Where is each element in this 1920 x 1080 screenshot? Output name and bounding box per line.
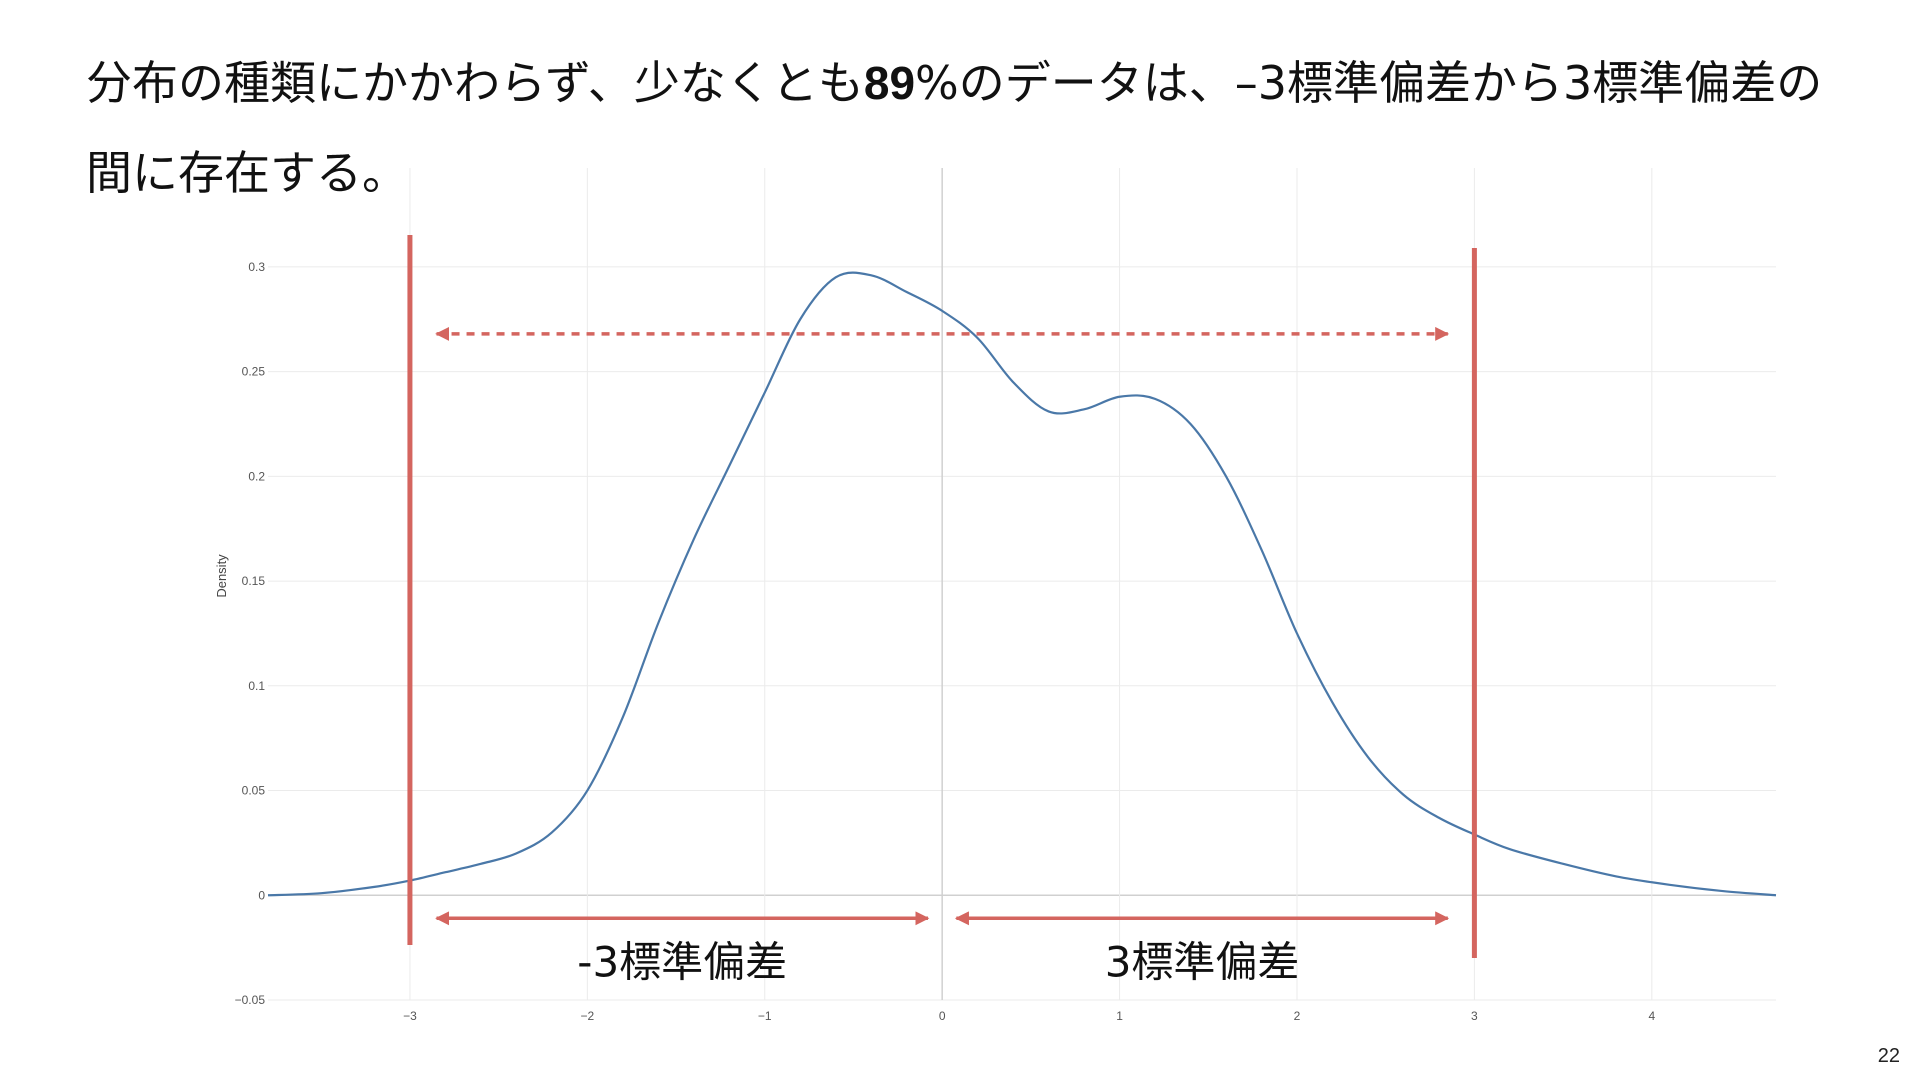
y-tick-label: 0 bbox=[258, 888, 265, 902]
x-tick-label: −2 bbox=[580, 1009, 594, 1023]
title-bold-number: 89 bbox=[863, 57, 916, 109]
x-tick-label: −3 bbox=[403, 1009, 417, 1023]
x-tick-label: 3 bbox=[1471, 1009, 1478, 1023]
y-tick-label: −0.05 bbox=[235, 993, 266, 1007]
title-text-after: %のデータは、–3標準偏差から3標準偏差の間に存在する。 bbox=[86, 56, 1823, 200]
y-tick-label: 0.2 bbox=[248, 469, 265, 483]
y-axis-title: Density bbox=[214, 554, 229, 598]
title-text-before: 分布の種類にかかわらず、少なくとも bbox=[86, 56, 864, 110]
y-tick-label: 0.25 bbox=[242, 365, 266, 379]
curve-layer bbox=[267, 271, 1777, 897]
tick-labels: −0.05 0 0.05 0.1 0.15 0.2 0.25 0.3 −3 −2 −1 0 1 2 3 4 bbox=[235, 260, 1656, 1023]
right-range-label: 3標準偏差 bbox=[1105, 937, 1300, 986]
y-tick-label: 0.05 bbox=[242, 784, 266, 798]
left-range-label: -3標準偏差 bbox=[577, 937, 787, 986]
x-tick-label: 2 bbox=[1294, 1009, 1301, 1023]
slide-title: 分布の種類にかかわらず、少なくとも89%のデータは、–3標準偏差から3標準偏差の… bbox=[86, 38, 1866, 218]
x-tick-label: 0 bbox=[939, 1009, 946, 1023]
page-number: 22 bbox=[1877, 1045, 1900, 1067]
y-tick-label: 0.3 bbox=[248, 260, 265, 274]
annotation-layer: -3標準偏差 3標準偏差 bbox=[407, 235, 1477, 986]
y-tick-label: 0.15 bbox=[242, 574, 266, 588]
x-tick-label: 1 bbox=[1116, 1009, 1123, 1023]
y-tick-label: 0.1 bbox=[248, 679, 265, 693]
density-curve bbox=[267, 271, 1777, 897]
x-tick-label: −1 bbox=[758, 1009, 772, 1023]
x-tick-label: 4 bbox=[1648, 1009, 1655, 1023]
grid-layer bbox=[268, 168, 1776, 1001]
